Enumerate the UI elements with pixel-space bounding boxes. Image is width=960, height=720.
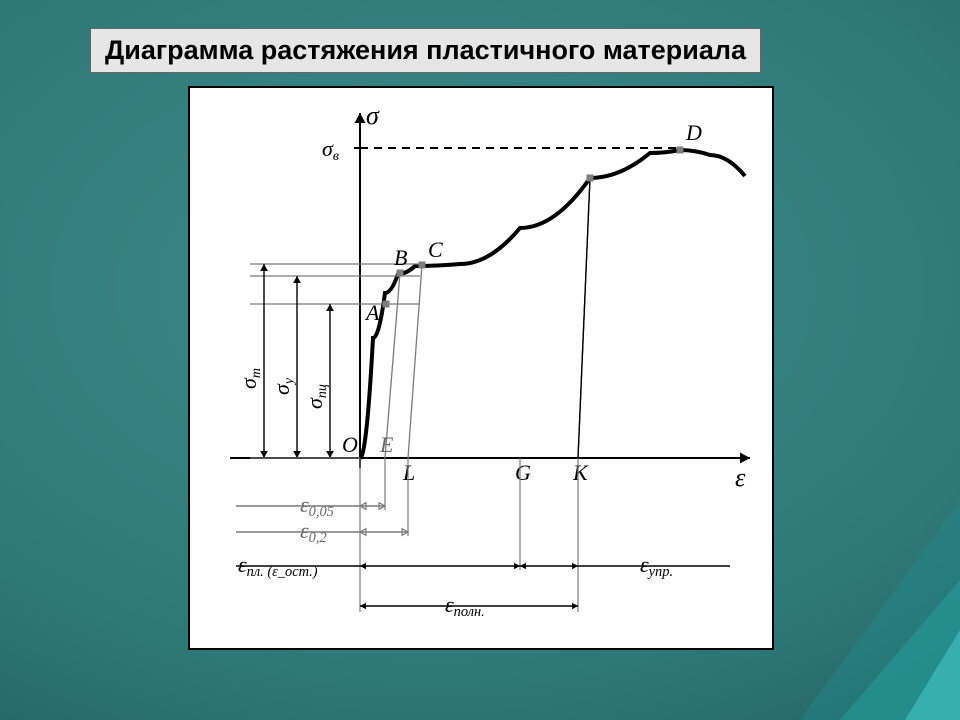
svg-text:σ: σ [366,101,380,130]
svg-text:E: E [379,432,394,457]
stress-strain-diagram: ε σ σпцσуσт σв A BC D OEL G Kε0,05ε0,2 εпл. (ε_ост… [190,88,772,648]
diagram-panel: ε σ σпцσуσт σв A BC D OEL G Kε0,05ε0,2 εпл. (ε_ост… [188,86,774,650]
svg-text:D: D [685,120,702,145]
svg-text:L: L [402,460,415,485]
svg-text:G: G [515,460,531,485]
svg-text:K: K [572,460,589,485]
svg-text:A: A [364,300,380,325]
svg-text:σпц: σпц [302,384,330,409]
svg-text:O: O [342,432,358,457]
svg-text:C: C [428,237,443,262]
slide-background: Диаграмма растяжения пластичного материа… [0,0,960,720]
svg-text:ε0,2: ε0,2 [300,518,327,546]
svg-text:σв: σв [322,136,339,164]
svg-text:ε: ε [735,463,746,492]
svg-text:εпл. (ε_ост.): εпл. (ε_ост.) [238,552,318,580]
svg-text:σт: σт [236,368,264,389]
slide-title: Диаграмма растяжения пластичного материа… [90,28,761,73]
svg-text:εупр.: εупр. [640,552,673,580]
svg-text:B: B [394,245,407,270]
svg-text:εполн.: εполн. [445,592,485,620]
svg-text:σу: σу [269,377,297,395]
svg-text:ε0,05: ε0,05 [300,492,334,520]
